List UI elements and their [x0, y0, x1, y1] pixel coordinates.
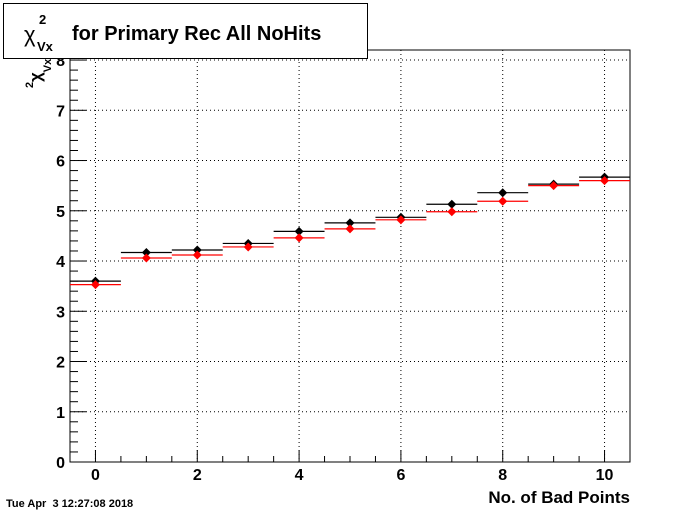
- series-1: [70, 176, 630, 290]
- title-chi-symbol: χ: [24, 22, 36, 47]
- plot-frame: [69, 49, 631, 463]
- data-point: [345, 224, 355, 234]
- y-tick-label: 5: [56, 204, 65, 221]
- data-point: [294, 226, 304, 236]
- chart-title: for Primary Rec All NoHits: [72, 23, 321, 45]
- y-tick-label: 2: [56, 355, 65, 372]
- x-tick-label: 0: [91, 467, 100, 484]
- data-point: [90, 280, 100, 290]
- data-point: [396, 215, 406, 225]
- y-axis-label-superscript: 2: [24, 82, 36, 88]
- x-tick-label: 4: [295, 467, 304, 484]
- data-point: [447, 207, 457, 217]
- data-point: [243, 242, 253, 252]
- title-superscript: 2: [39, 12, 46, 27]
- x-tick-label: 8: [498, 467, 507, 484]
- data-point: [447, 199, 457, 209]
- x-tick-label: 10: [596, 467, 614, 484]
- tick-labels: 0 2 4 6 8 10 0 1 2 3 4 5 6 7 8: [56, 53, 613, 484]
- y-tick-label: 6: [56, 154, 65, 171]
- data-point: [600, 176, 610, 186]
- axis-ticks: [69, 49, 631, 463]
- y-tick-label: 0: [56, 455, 65, 472]
- data-point: [498, 196, 508, 206]
- y-axis-label: χVx 2: [24, 58, 54, 88]
- timestamp: Tue Apr 3 12:27:08 2018: [6, 498, 134, 510]
- x-tick-label: 2: [193, 467, 202, 484]
- y-tick-label: 4: [56, 254, 65, 271]
- y-axis-label-subscript: Vx: [42, 58, 54, 72]
- title-box: χ 2 Vx for Primary Rec All NoHits: [3, 3, 368, 59]
- y-tick-label: 3: [56, 304, 65, 321]
- data-point: [294, 233, 304, 243]
- data-point: [345, 218, 355, 228]
- data-point: [192, 250, 202, 260]
- data-point: [549, 181, 559, 191]
- y-tick-label: 1: [56, 405, 65, 422]
- title-subscript: Vx: [37, 39, 54, 54]
- data-point: [141, 253, 151, 263]
- y-tick-label: 8: [56, 53, 65, 70]
- series: [70, 172, 630, 290]
- x-axis-label: No. of Bad Points: [488, 488, 630, 507]
- x-tick-label: 6: [396, 467, 405, 484]
- data-point: [498, 188, 508, 198]
- data-point: [192, 245, 202, 255]
- y-tick-label: 7: [56, 103, 65, 120]
- data-point: [141, 247, 151, 257]
- y-axis-label-symbol: χ: [26, 72, 45, 82]
- grid: [70, 50, 630, 463]
- svg-text:χVx: χVx: [26, 58, 54, 82]
